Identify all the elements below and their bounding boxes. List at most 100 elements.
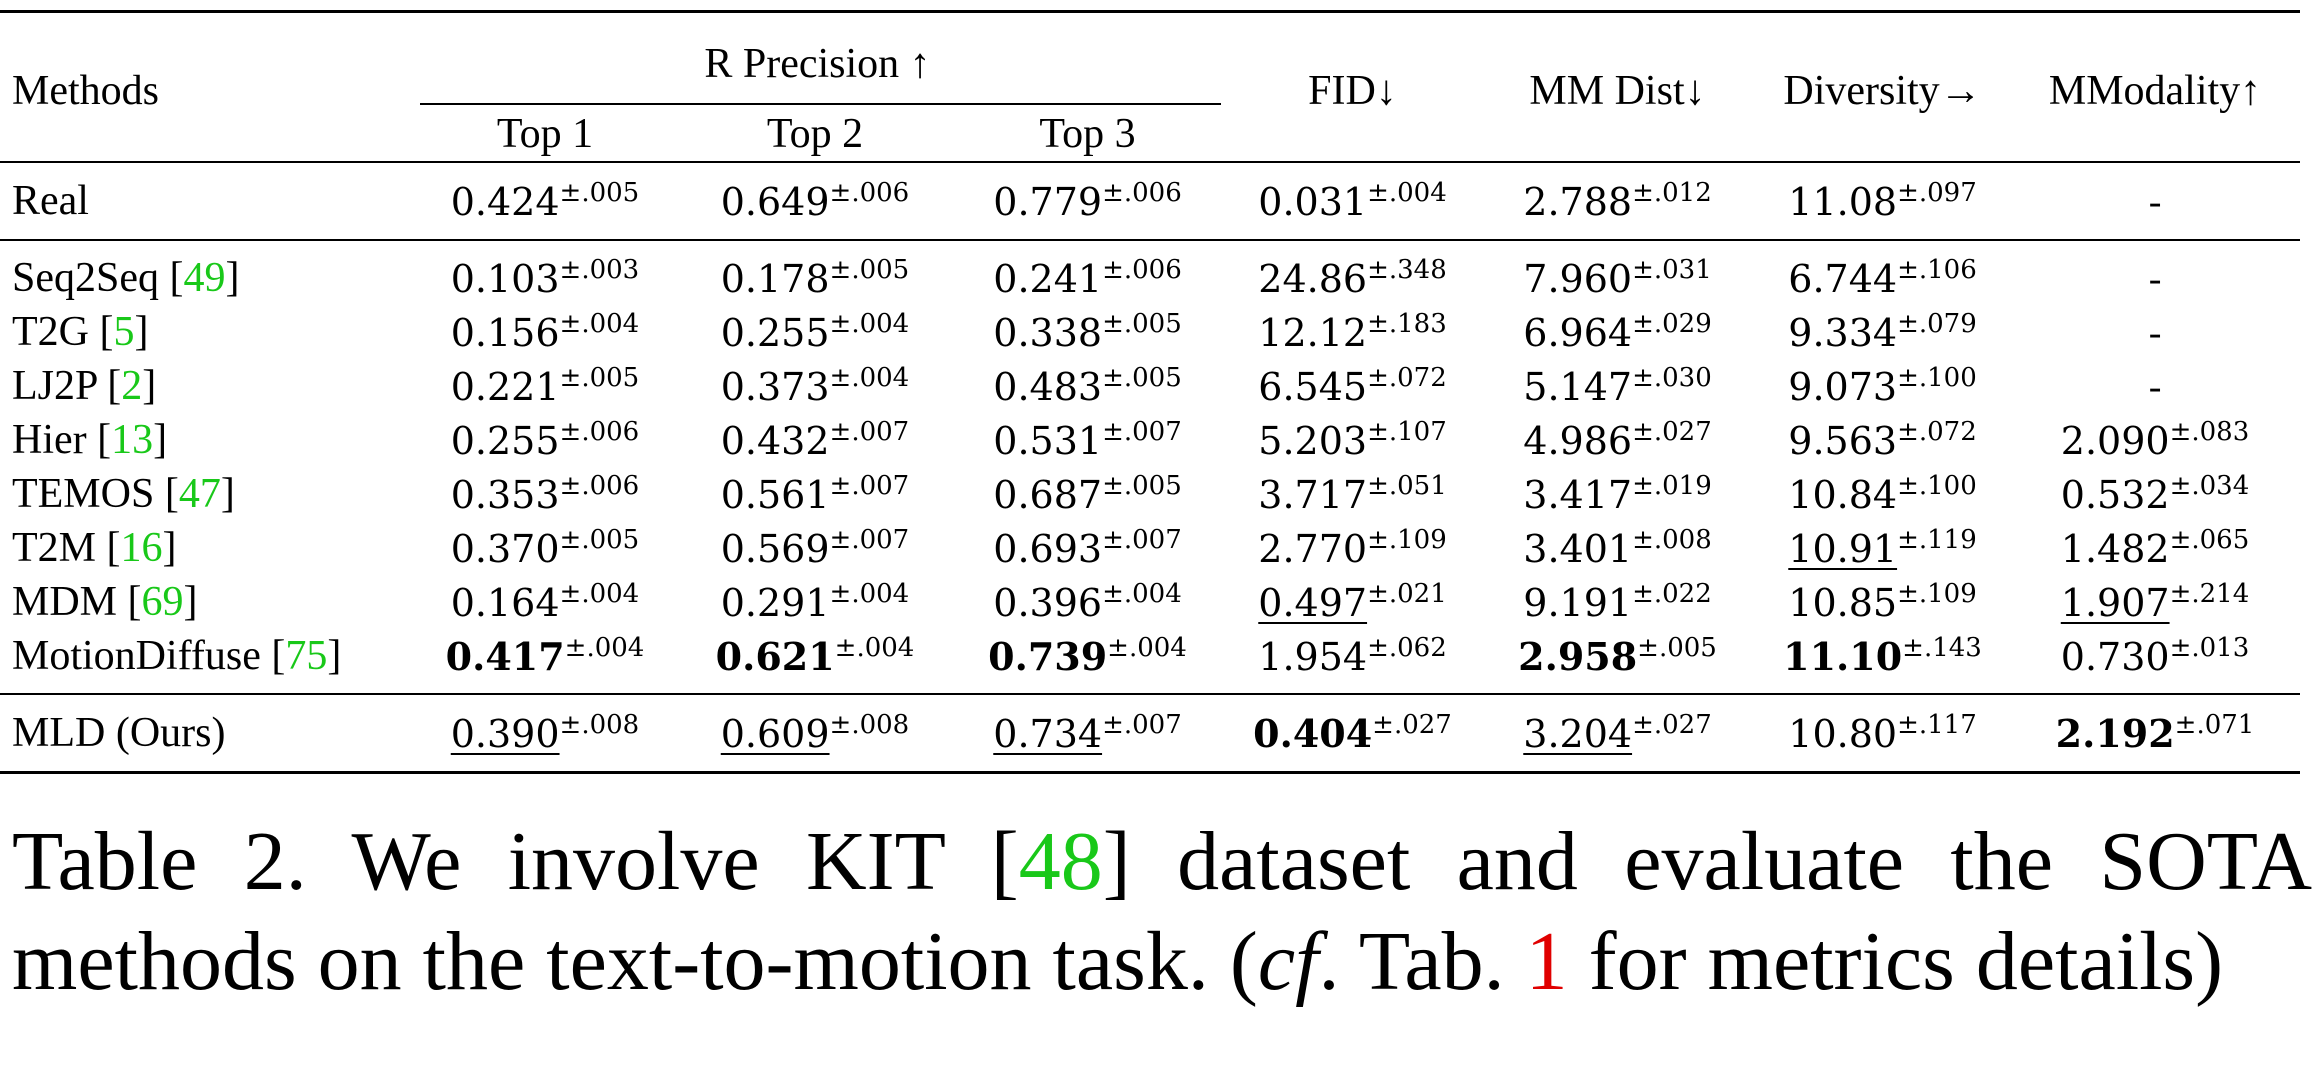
empty-value: - bbox=[2148, 312, 2162, 354]
citation-link[interactable]: 13 bbox=[111, 417, 154, 463]
table-cell: 0.483±.005 bbox=[950, 359, 1225, 413]
confidence-interval: ±.013 bbox=[2169, 632, 2250, 663]
method-label: Real bbox=[12, 178, 89, 224]
confidence-interval: ±.143 bbox=[1902, 632, 1982, 663]
confidence-interval: ±.117 bbox=[1897, 709, 1977, 740]
metric-value: 3.204 bbox=[1523, 711, 1633, 756]
table-cell: 0.417±.004 bbox=[410, 629, 680, 694]
header-top3: Top 3 bbox=[1039, 111, 1136, 157]
confidence-interval: ±.006 bbox=[559, 416, 640, 447]
metric-value: 5.203 bbox=[1258, 418, 1368, 463]
confidence-interval: ±.004 bbox=[1367, 177, 1447, 208]
citation-link[interactable]: 75 bbox=[285, 633, 328, 679]
confidence-interval: ±.031 bbox=[1632, 254, 1712, 285]
table-cell: 0.739±.004 bbox=[950, 629, 1225, 694]
table-cell: 10.85±.109 bbox=[1755, 575, 2010, 629]
confidence-interval: ±.003 bbox=[559, 254, 640, 285]
table-cell: 2.192±.071 bbox=[2010, 693, 2301, 774]
confidence-interval: ±.019 bbox=[1632, 470, 1712, 501]
table-cell: 0.497±.021 bbox=[1225, 575, 1480, 629]
table-row: Real 0.424±.005 0.649±.006 0.779±.006 0.031±… bbox=[0, 161, 2301, 240]
confidence-interval: ±.004 bbox=[829, 578, 910, 609]
metric-value: 0.255 bbox=[450, 418, 560, 463]
table-row: LJ2P [2] 0.221±.005 0.373±.004 0.483±.005 6.… bbox=[0, 359, 2300, 413]
metric-value: 0.103 bbox=[450, 256, 560, 301]
confidence-interval: ±.051 bbox=[1367, 470, 1447, 501]
confidence-interval: ±.083 bbox=[2169, 416, 2250, 447]
metric-value: 5.147 bbox=[1523, 364, 1633, 409]
confidence-interval: ±.006 bbox=[829, 177, 910, 208]
metric-value: 0.291 bbox=[720, 580, 830, 625]
table-cell: 0.353±.006 bbox=[410, 467, 680, 521]
caption-cf: cf bbox=[1257, 915, 1319, 1008]
citation-link[interactable]: 49 bbox=[183, 255, 226, 301]
metric-value: 6.545 bbox=[1258, 364, 1368, 409]
header-top1: Top 1 bbox=[496, 111, 594, 157]
method-name: Hier [13] bbox=[0, 413, 410, 467]
citation-bracket: ] bbox=[142, 363, 157, 409]
table-cell: 0.609±.008 bbox=[680, 693, 950, 774]
caption-table-ref[interactable]: 1 bbox=[1525, 915, 1568, 1008]
table-cell: 9.073±.100 bbox=[1755, 359, 2010, 413]
header-mm-dist: MM Dist↓ bbox=[1480, 10, 1756, 162]
citation-link[interactable]: 47 bbox=[178, 471, 221, 517]
table-cell: 3.204±.027 bbox=[1480, 693, 1756, 774]
metric-value: 0.483 bbox=[993, 364, 1103, 409]
table-cell: 9.334±.079 bbox=[1755, 305, 2010, 359]
metric-value: 7.960 bbox=[1523, 256, 1633, 301]
metric-value: 10.85 bbox=[1788, 580, 1898, 625]
empty-value: - bbox=[2148, 366, 2162, 408]
confidence-interval: ±.106 bbox=[1897, 254, 1977, 285]
confidence-interval: ±.065 bbox=[2169, 524, 2250, 555]
table-cell: 0.531±.007 bbox=[950, 413, 1225, 467]
confidence-interval: ±.072 bbox=[1367, 362, 1447, 393]
metric-value: 0.241 bbox=[993, 256, 1103, 301]
citation-link[interactable]: 5 bbox=[113, 309, 135, 355]
citation-link[interactable]: 69 bbox=[141, 579, 184, 625]
metric-value: 0.424 bbox=[450, 179, 560, 224]
header-methods: Methods bbox=[0, 10, 410, 162]
confidence-interval: ±.008 bbox=[559, 709, 640, 740]
confidence-interval: ±.005 bbox=[1102, 362, 1182, 393]
table-cell: 11.10±.143 bbox=[1755, 629, 2010, 694]
table-cell: 0.164±.004 bbox=[410, 575, 680, 629]
table-header: Methods R Precision ↑ FID↓ MM Dist↓ Dive… bbox=[0, 10, 2301, 162]
r-precision-rule bbox=[420, 103, 1222, 105]
metric-value: 0.404 bbox=[1253, 710, 1373, 756]
caption-citation-kit[interactable]: 48 bbox=[1018, 815, 1103, 908]
method-name: Real bbox=[0, 161, 410, 240]
confidence-interval: ±.027 bbox=[1372, 709, 1452, 740]
metric-value: 0.417 bbox=[445, 633, 565, 679]
table-row: T2G [5] 0.156±.004 0.255±.004 0.338±.005 12.… bbox=[0, 305, 2300, 359]
method-label: LJ2P [ bbox=[12, 363, 122, 409]
table-cell: 5.203±.107 bbox=[1225, 413, 1480, 467]
method-label: MDM [ bbox=[12, 579, 142, 625]
citation-link[interactable]: 2 bbox=[121, 363, 143, 409]
table-cell: 10.80±.117 bbox=[1755, 693, 2011, 774]
table-cell: 2.090±.083 bbox=[2010, 413, 2300, 467]
table-cell: 0.291±.004 bbox=[680, 575, 950, 629]
table-row: MDM [69] 0.164±.004 0.291±.004 0.396±.004 0.… bbox=[0, 575, 2300, 629]
table-cell: 0.031±.004 bbox=[1225, 161, 1481, 240]
table-cell: 0.621±.004 bbox=[680, 629, 950, 694]
citation-link[interactable]: 16 bbox=[120, 525, 163, 571]
confidence-interval: ±.030 bbox=[1632, 362, 1712, 393]
metric-value: 0.569 bbox=[720, 526, 830, 571]
table-cell: - bbox=[2010, 239, 2301, 305]
confidence-interval: ±.027 bbox=[1632, 709, 1712, 740]
table-cell: 0.221±.005 bbox=[410, 359, 680, 413]
confidence-interval: ±.004 bbox=[559, 308, 640, 339]
confidence-interval: ±.109 bbox=[1367, 524, 1447, 555]
metric-value: 0.649 bbox=[720, 179, 830, 224]
table-cell: 1.907±.214 bbox=[2010, 575, 2300, 629]
confidence-interval: ±.005 bbox=[1102, 470, 1182, 501]
confidence-interval: ±.005 bbox=[559, 362, 640, 393]
method-name: TEMOS [47] bbox=[0, 467, 410, 521]
metric-value: 0.164 bbox=[450, 580, 560, 625]
real-section: Real 0.424±.005 0.649±.006 0.779±.006 0.031±… bbox=[0, 161, 2301, 240]
confidence-interval: ±.034 bbox=[2169, 470, 2250, 501]
citation-bracket: ] bbox=[327, 633, 342, 679]
metric-value: 0.396 bbox=[993, 580, 1103, 625]
header-fid: FID↓ bbox=[1225, 10, 1481, 162]
table-cell: 0.255±.004 bbox=[680, 305, 950, 359]
